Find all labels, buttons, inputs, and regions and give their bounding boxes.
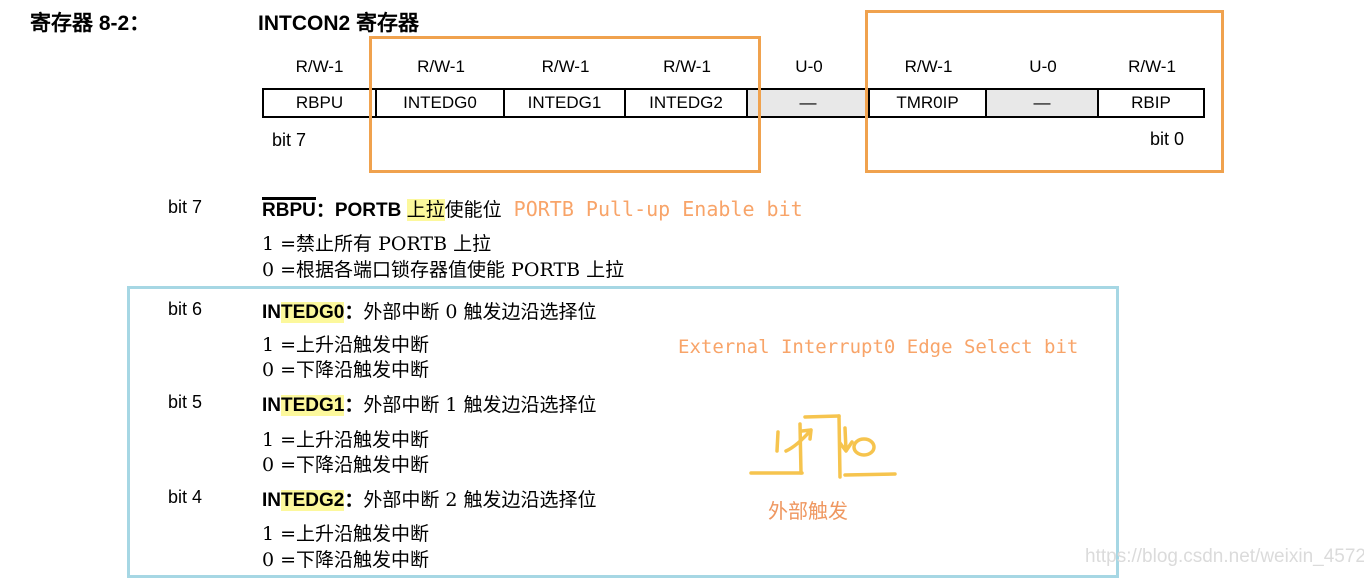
register-cell-intedg0: INTEDG0	[377, 88, 505, 118]
bit7-value1: 1 =禁止所有 PORTB 上拉	[262, 233, 492, 255]
access-label: R/W-1	[1128, 57, 1176, 76]
bit5-field-name-highlighted: TEDG1	[281, 395, 345, 416]
separator: ：	[344, 302, 364, 323]
falling-edge-arrow	[838, 426, 854, 453]
separator: ：	[344, 395, 364, 416]
rising-edge-arrow	[784, 428, 813, 453]
bit0-position-label: bit 0	[1150, 129, 1185, 149]
highlight-box-edge-select-bits	[127, 286, 1119, 578]
separator: ：	[315, 200, 335, 221]
access-label: R/W-1	[417, 57, 465, 76]
access-label: R/W-1	[904, 57, 953, 76]
access-label: U-0	[1029, 57, 1057, 76]
highlight-box-intedg-fields	[369, 36, 761, 173]
register-access-row: R/W-1 R/W-1 R/W-1 R/W-1 U-0 R/W-1 U-0 R/…	[262, 57, 1205, 77]
bit4-field-name: IN	[262, 490, 281, 511]
bit6-value0: 0 =下降沿触发中断	[262, 359, 430, 381]
bit7-desc: 使能位	[444, 199, 502, 221]
bit7-field-name: RBPU	[262, 197, 316, 221]
bit4-desc: 外部中断 2 触发边沿选择位	[363, 489, 597, 511]
register-cell-unimplemented: —	[748, 88, 870, 118]
highlight-box-tmr0ip-rbip-fields	[865, 10, 1224, 173]
bit4-heading: INTEDG2：外部中断 2 触发边沿选择位	[262, 485, 597, 512]
bit6-field-name-highlighted: TEDG0	[281, 302, 345, 323]
bit7-position-label: bit 7	[272, 130, 307, 150]
bit4-value1: 1 =上升沿触发中断	[262, 523, 430, 545]
edge-trigger-waveform-sketch	[749, 414, 897, 479]
bit5-desc: 外部中断 1 触发边沿选择位	[363, 394, 597, 416]
bit4-field-name-highlighted: TEDG2	[281, 490, 345, 511]
bit7-heading: RBPU：PORTB 上拉使能位 PORTB Pull-up Enable bit	[262, 195, 803, 222]
register-cell-rbpu: RBPU	[262, 88, 377, 118]
csdn-watermark: https://blog.csdn.net/weixin_45720753	[1085, 546, 1364, 567]
access-label: R/W-1	[295, 57, 344, 76]
bit6-label: bit 6	[168, 299, 203, 319]
waveform-baseline-right	[843, 472, 897, 477]
waveform-falling-edge	[837, 414, 842, 479]
page-title: INTCON2 寄存器	[258, 12, 420, 35]
waveform-rising-edge	[798, 422, 803, 475]
edge-select-annotation: External Interrupt0 Edge Select bit	[678, 336, 1079, 358]
register-cell-tmr0ip: TMR0IP	[870, 88, 987, 118]
bit7-english-annotation: PORTB Pull-up Enable bit	[513, 197, 803, 221]
sketch-digit-zero	[852, 437, 876, 457]
register-cell-rbip: RBIP	[1099, 88, 1205, 118]
bit6-desc: 外部中断 0 触发边沿选择位	[363, 301, 597, 323]
bit5-value0: 0 =下降沿触发中断	[262, 454, 430, 476]
bit5-heading: INTEDG1：外部中断 1 触发边沿选择位	[262, 390, 597, 417]
access-label: R/W-1	[663, 57, 711, 76]
access-label: R/W-1	[541, 57, 590, 76]
register-cell-intedg1: INTEDG1	[505, 88, 626, 118]
bit7-desc-portb: PORTB	[334, 200, 407, 221]
bit7-label: bit 7	[168, 197, 203, 217]
bit6-field-name: IN	[262, 302, 281, 323]
register-table: RBPU INTEDG0 INTEDG1 INTEDG2 — TMR0IP — …	[262, 88, 1205, 118]
external-trigger-caption: 外部触发	[768, 499, 848, 523]
register-cell-intedg2: INTEDG2	[626, 88, 748, 118]
bit5-label: bit 5	[168, 392, 203, 412]
separator: ：	[344, 490, 364, 511]
register-cell-unimplemented: —	[987, 88, 1099, 118]
bit6-value1: 1 =上升沿触发中断	[262, 334, 430, 356]
waveform-top	[803, 414, 841, 419]
bit7-desc-highlighted: 上拉	[406, 199, 445, 221]
bit6-heading: INTEDG0：外部中断 0 触发边沿选择位	[262, 297, 597, 324]
bit5-value1: 1 =上升沿触发中断	[262, 429, 430, 451]
register-number-label: 寄存器 8-2：	[30, 12, 151, 35]
access-label: U-0	[795, 57, 823, 76]
bit7-value0: 0 =根据各端口锁存器值使能 PORTB 上拉	[262, 259, 625, 281]
bit5-field-name: IN	[262, 395, 281, 416]
sketch-digit-one	[775, 430, 780, 453]
bit4-label: bit 4	[168, 487, 203, 507]
bit4-value0: 0 =下降沿触发中断	[262, 549, 430, 571]
